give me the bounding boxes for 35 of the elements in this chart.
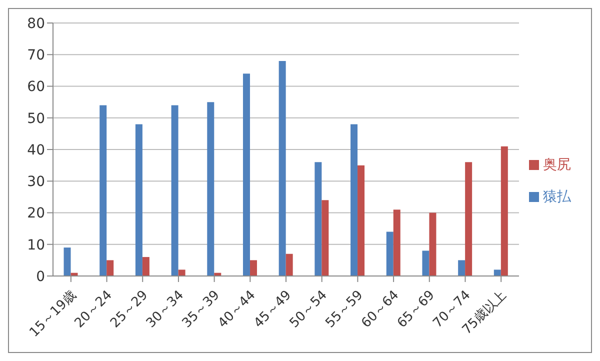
bar bbox=[422, 250, 430, 276]
bar bbox=[350, 124, 358, 276]
bar bbox=[135, 124, 142, 276]
bar bbox=[286, 254, 293, 276]
bar bbox=[393, 210, 400, 276]
y-tick-label: 30 bbox=[27, 174, 45, 190]
bar bbox=[106, 260, 114, 276]
bar bbox=[429, 212, 436, 276]
y-tick-label: 70 bbox=[27, 48, 45, 64]
bar bbox=[465, 162, 472, 276]
y-tick-label: 50 bbox=[27, 110, 45, 127]
y-tick-label: 20 bbox=[27, 206, 45, 222]
bar bbox=[322, 200, 329, 276]
y-tick-label: 40 bbox=[27, 142, 45, 158]
y-tick-label: 10 bbox=[27, 237, 45, 254]
bar bbox=[278, 60, 286, 276]
y-tick-label: 60 bbox=[27, 79, 45, 96]
bar bbox=[250, 260, 257, 276]
y-tick-label: 80 bbox=[27, 16, 45, 32]
bar bbox=[386, 232, 394, 276]
bar bbox=[242, 74, 250, 276]
bar bbox=[142, 257, 150, 276]
legend-label: 猿払 bbox=[543, 188, 571, 204]
bar bbox=[358, 165, 365, 276]
bar bbox=[171, 105, 178, 276]
bar bbox=[314, 162, 322, 276]
bar bbox=[494, 270, 501, 276]
legend-label: 奥尻 bbox=[543, 156, 571, 172]
bar bbox=[178, 270, 186, 276]
bar bbox=[500, 146, 508, 276]
bar bbox=[207, 102, 214, 276]
bar bbox=[64, 248, 71, 276]
y-tick-label: 0 bbox=[36, 268, 45, 285]
bar bbox=[100, 105, 107, 276]
bar bbox=[458, 260, 466, 276]
